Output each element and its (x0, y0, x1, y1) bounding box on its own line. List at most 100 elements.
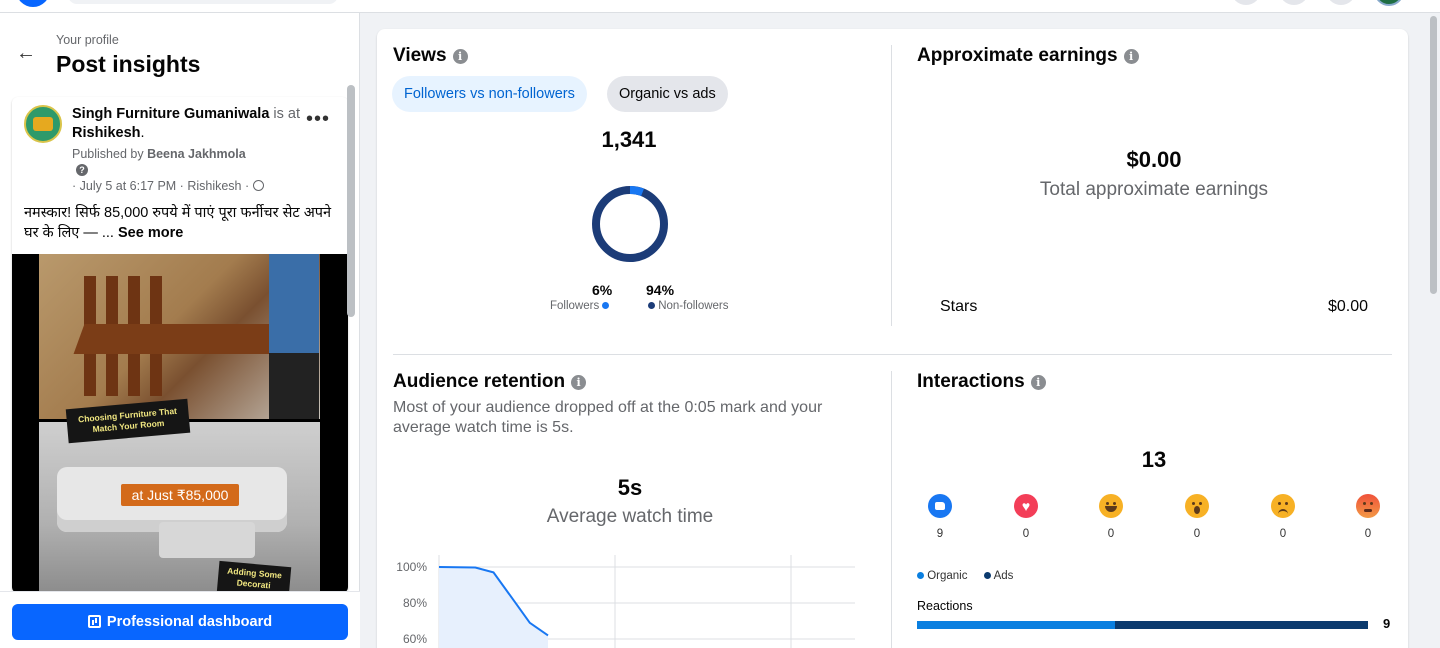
globe-icon (252, 180, 264, 191)
reaction-angry[interactable]: 0 (1348, 494, 1388, 540)
interactions-section-title: Interactions i (917, 371, 1046, 393)
reaction-like[interactable]: 9 (920, 494, 960, 540)
row-divider (393, 354, 1392, 355)
non-followers-legend: Non-followers (648, 300, 729, 312)
page-title: Post insights (56, 51, 201, 77)
see-more-link[interactable]: See more (117, 225, 184, 241)
sad-icon (1271, 494, 1295, 518)
reaction-haha[interactable]: 0 (1091, 494, 1131, 540)
followers-dot-icon (602, 302, 610, 309)
price-tag: at Just ₹85,000 (121, 484, 239, 506)
earnings-title: Approximate earnings (917, 45, 1118, 66)
tab-followers-vs-non-followers[interactable]: Followers vs non-followers (392, 76, 587, 112)
earnings-total-label: Total approximate earnings (1039, 179, 1269, 200)
post-text: नमस्कार! सिर्फ 85,000 रुपये में पाएं पूर… (24, 203, 344, 243)
column-divider (891, 371, 892, 648)
average-watch-time-value: 5s (617, 475, 643, 500)
reaction-count: 0 (1022, 528, 1030, 540)
post-date[interactable]: · July 5 at 6:17 PM · Rishikesh · (72, 179, 250, 193)
post-preview-panel: ← Your profile Post insights Singh Furni… (0, 13, 360, 648)
earnings-section-title: Approximate earnings i (917, 45, 1139, 67)
facebook-logo-icon[interactable] (16, 0, 50, 7)
back-arrow-icon[interactable]: ← (16, 42, 36, 64)
y-tick-label: 100% (396, 560, 427, 574)
column-divider (891, 45, 892, 326)
post-video[interactable]: Choosing Furniture That Match Your Room … (12, 254, 348, 593)
search-input[interactable] (68, 0, 338, 4)
panel-scrollbar[interactable] (347, 85, 355, 317)
location-period: . (140, 125, 145, 141)
retention-title: Audience retention (393, 371, 566, 392)
non-followers-percent: 94% (646, 282, 675, 298)
reaction-count: 0 (1193, 528, 1201, 540)
info-icon[interactable]: i (571, 375, 587, 390)
sofa-image (39, 422, 320, 593)
professional-dashboard-button[interactable]: Professional dashboard (12, 604, 348, 640)
followers-legend-label: Followers (550, 300, 600, 312)
stars-label: Stars (940, 298, 978, 315)
reaction-sad[interactable]: 0 (1263, 494, 1303, 540)
reactions-bar-value: 9 (1383, 616, 1391, 631)
reaction-count: 0 (1107, 528, 1115, 540)
donut-non-followers-arc (592, 186, 668, 262)
ads-legend: Ads (984, 570, 1013, 582)
retention-line-chart[interactable]: 100% 80% 60% (393, 548, 863, 648)
organic-legend-label: Organic (927, 570, 968, 582)
followers-legend: Followers (550, 300, 610, 312)
panel-footer: Professional dashboard (0, 591, 360, 648)
average-watch-time-label: Average watch time (546, 506, 714, 527)
retention-area (439, 567, 548, 648)
reactions-stacked-bar[interactable] (917, 621, 1368, 629)
page-avatar[interactable] (24, 105, 62, 143)
interactions-title: Interactions (917, 371, 1025, 392)
post-options-icon[interactable]: ••• (306, 108, 331, 130)
profile-avatar[interactable] (1374, 0, 1404, 6)
views-title: Views (393, 45, 447, 66)
donut-followers-arc (592, 186, 668, 262)
menu-icon[interactable] (1231, 0, 1261, 5)
reaction-count: 0 (1279, 528, 1287, 540)
y-tick-label: 60% (403, 632, 427, 646)
reactions-organic-segment (917, 621, 1116, 629)
ads-legend-label: Ads (993, 570, 1014, 582)
info-icon[interactable]: i (1030, 375, 1046, 390)
non-followers-legend-label: Non-followers (658, 300, 729, 312)
tab-organic-vs-ads[interactable]: Organic vs ads (607, 76, 728, 112)
help-icon[interactable]: ? (76, 164, 88, 176)
y-tick-label: 80% (403, 596, 427, 610)
messenger-icon[interactable] (1279, 0, 1309, 5)
views-donut-chart (592, 186, 668, 262)
info-icon[interactable]: i (1123, 49, 1139, 64)
reaction-count: 0 (1364, 528, 1372, 540)
video-caption-sticker-2: Adding Some Decorati (216, 560, 292, 593)
post-body: नमस्कार! सिर्फ 85,000 रुपये में पाएं पूर… (24, 205, 332, 241)
published-by-prefix: Published by (72, 147, 144, 161)
haha-icon (1099, 494, 1123, 518)
views-total: 1,341 (601, 127, 657, 152)
reaction-wow[interactable]: 0 (1177, 494, 1217, 540)
location-link[interactable]: Rishikesh (72, 125, 141, 141)
page-scrollbar[interactable] (1427, 13, 1440, 648)
post-header: Singh Furniture Gumaniwala is at Rishike… (72, 105, 312, 143)
page-scrollbar-thumb[interactable] (1430, 16, 1437, 294)
top-navigation-bar (0, 0, 1440, 13)
dashboard-icon (87, 615, 101, 628)
earnings-total: $0.00 (1126, 147, 1182, 172)
views-section-title: Views i (393, 45, 468, 67)
dining-table-image (39, 254, 320, 419)
interactions-total: 13 (1141, 447, 1167, 472)
ads-dot-icon (984, 572, 991, 579)
info-icon[interactable]: i (452, 49, 468, 64)
insights-card: Views i Followers vs non-followers Organi… (377, 29, 1408, 648)
published-by: Published by Beena Jakhmola (72, 147, 246, 161)
reaction-count: 9 (936, 528, 944, 540)
non-followers-dot-icon (648, 302, 655, 309)
angry-icon (1356, 494, 1380, 518)
professional-dashboard-label: Professional dashboard (106, 614, 273, 630)
reaction-love[interactable]: 0 (1006, 494, 1046, 540)
reactions-ads-segment (1115, 621, 1368, 629)
page-name-link[interactable]: Singh Furniture Gumaniwala (72, 106, 270, 122)
breadcrumb[interactable]: Your profile (56, 33, 119, 47)
publisher-link[interactable]: Beena Jakhmola (147, 147, 246, 161)
notifications-icon[interactable] (1326, 0, 1356, 5)
